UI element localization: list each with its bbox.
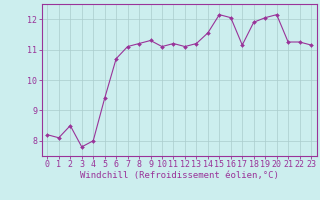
X-axis label: Windchill (Refroidissement éolien,°C): Windchill (Refroidissement éolien,°C) — [80, 171, 279, 180]
